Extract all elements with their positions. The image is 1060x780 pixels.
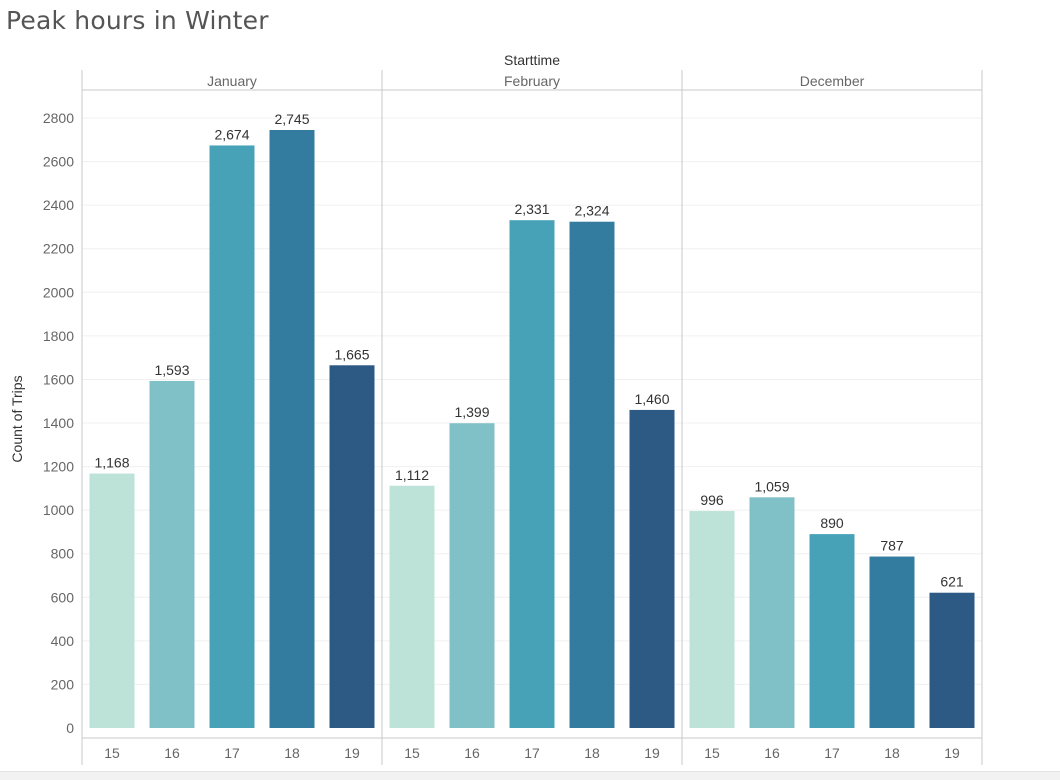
data-label: 1,059 [754, 478, 789, 494]
bar [209, 145, 255, 728]
data-label: 2,324 [574, 203, 609, 219]
x-tick-label: 17 [224, 745, 240, 761]
bar [869, 556, 915, 728]
bar [629, 409, 675, 728]
bar [389, 485, 435, 728]
bar [809, 534, 855, 728]
x-tick-label: 16 [764, 745, 780, 761]
data-label: 1,665 [334, 346, 369, 362]
y-tick-label: 1000 [43, 502, 74, 518]
data-label: 621 [940, 574, 964, 590]
x-tick-label: 17 [524, 745, 540, 761]
y-tick-label: 1800 [43, 328, 74, 344]
panel-header-february: February [504, 73, 560, 89]
bar [449, 423, 495, 728]
bar [269, 130, 315, 728]
column-header-label: Starttime [504, 52, 560, 68]
bottom-scrollbar-strip [0, 771, 1060, 780]
data-label: 1,399 [454, 404, 489, 420]
y-tick-label: 1400 [43, 415, 74, 431]
y-tick-label: 2800 [43, 110, 74, 126]
y-tick-label: 2200 [43, 241, 74, 257]
x-tick-label: 19 [644, 745, 660, 761]
bar [329, 365, 375, 728]
x-tick-label: 17 [824, 745, 840, 761]
chart-title: Peak hours in Winter [6, 6, 269, 35]
y-tick-label: 400 [51, 633, 75, 649]
y-tick-label: 1600 [43, 371, 74, 387]
data-label: 787 [880, 538, 904, 554]
y-tick-label: 1200 [43, 459, 74, 475]
y-tick-label: 200 [51, 676, 75, 692]
y-tick-label: 800 [51, 546, 75, 562]
data-label: 996 [700, 492, 724, 508]
data-label: 1,593 [154, 362, 189, 378]
bar [929, 592, 975, 728]
y-tick-label: 2000 [43, 284, 74, 300]
x-tick-label: 16 [164, 745, 180, 761]
y-tick-label: 2600 [43, 154, 74, 170]
y-tick-label: 600 [51, 589, 75, 605]
y-tick-label: 0 [66, 720, 74, 736]
x-tick-label: 19 [344, 745, 360, 761]
bar [509, 220, 555, 728]
bar [569, 221, 615, 728]
panel-header-december: December [800, 73, 865, 89]
x-tick-label: 18 [284, 745, 300, 761]
panel-header-january: January [207, 73, 257, 89]
y-axis-title: Count of Trips [9, 375, 25, 462]
x-tick-label: 15 [704, 745, 720, 761]
x-tick-label: 16 [464, 745, 480, 761]
data-label: 1,112 [395, 467, 429, 483]
bar [749, 497, 795, 728]
bar [149, 380, 195, 728]
x-tick-label: 18 [884, 745, 900, 761]
data-label: 2,674 [214, 126, 249, 142]
x-tick-label: 18 [584, 745, 600, 761]
y-tick-label: 2400 [43, 197, 74, 213]
x-tick-label: 19 [944, 745, 960, 761]
bar [689, 511, 735, 728]
x-tick-label: 15 [404, 745, 420, 761]
data-label: 1,460 [634, 391, 669, 407]
data-label: 2,745 [274, 111, 309, 127]
data-label: 2,331 [514, 201, 549, 217]
data-label: 890 [820, 515, 844, 531]
bar [89, 473, 135, 728]
x-tick-label: 15 [104, 745, 120, 761]
data-label: 1,168 [94, 455, 129, 471]
